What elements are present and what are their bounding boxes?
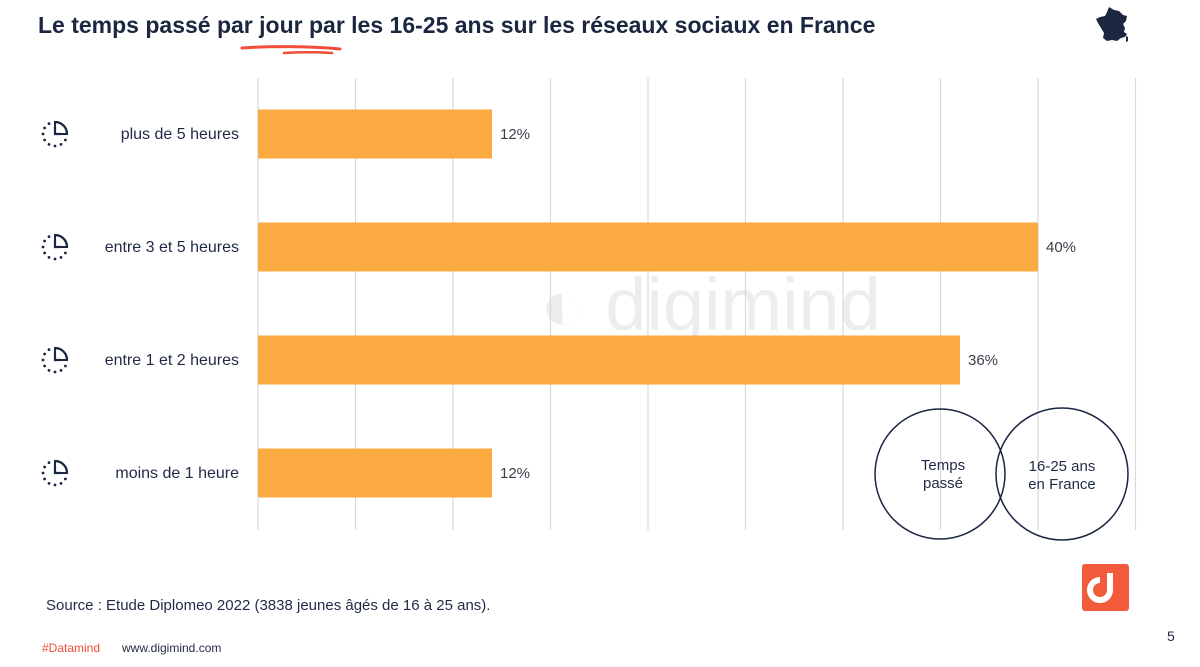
data-label: 12%: [500, 126, 530, 143]
digimind-logo-icon: [1087, 573, 1113, 603]
bar: [258, 448, 492, 498]
category-label: moins de 1 heure: [115, 465, 239, 482]
digimind-watermark: ◐ digimind: [540, 262, 881, 347]
title-text-1: Le temps passé: [38, 12, 217, 38]
france-map-icon: [1096, 7, 1128, 42]
clock-icon: [41, 120, 69, 148]
venn-label-time-line2: passé: [922, 475, 964, 492]
clock-icon: [41, 233, 69, 261]
title-text-2: par jour: [216, 12, 303, 38]
source-note: Source : Etude Diplomeo 2022 (3838 jeune…: [46, 597, 491, 614]
venn-label-time: Temps passé: [892, 457, 994, 493]
data-label: 40%: [1046, 239, 1076, 256]
bar: [258, 109, 492, 159]
venn-label-audience-line1: 16-25 ans: [1028, 458, 1096, 475]
watermark-icon: ◐: [540, 263, 585, 346]
footer-hashtag[interactable]: #Datamind: [42, 641, 101, 655]
underline-scribble: [240, 45, 342, 55]
category-label: plus de 5 heures: [121, 126, 239, 143]
clock-icon: [41, 459, 69, 487]
page-number: 5: [1167, 628, 1175, 644]
venn-label-time-line1: Temps: [920, 457, 966, 474]
data-label: 36%: [968, 352, 998, 369]
bar: [258, 335, 960, 385]
footer-website-link[interactable]: www.digimind.com: [122, 641, 222, 655]
data-label: 12%: [500, 465, 530, 482]
venn-label-audience-line2: en France: [1028, 476, 1096, 493]
title-text-3: par les 16-25 ans sur les réseaux sociau…: [302, 12, 876, 38]
page-title: Le temps passé par jour par les 16-25 an…: [38, 12, 875, 39]
venn-label-audience: 16-25 ans en France: [1012, 458, 1112, 494]
watermark-text: digimind: [605, 263, 881, 346]
clock-icon: [41, 346, 69, 374]
bar: [258, 222, 1038, 272]
category-label: entre 1 et 2 heures: [105, 352, 239, 369]
category-label: entre 3 et 5 heures: [105, 239, 239, 256]
digimind-logo: [1082, 564, 1129, 611]
